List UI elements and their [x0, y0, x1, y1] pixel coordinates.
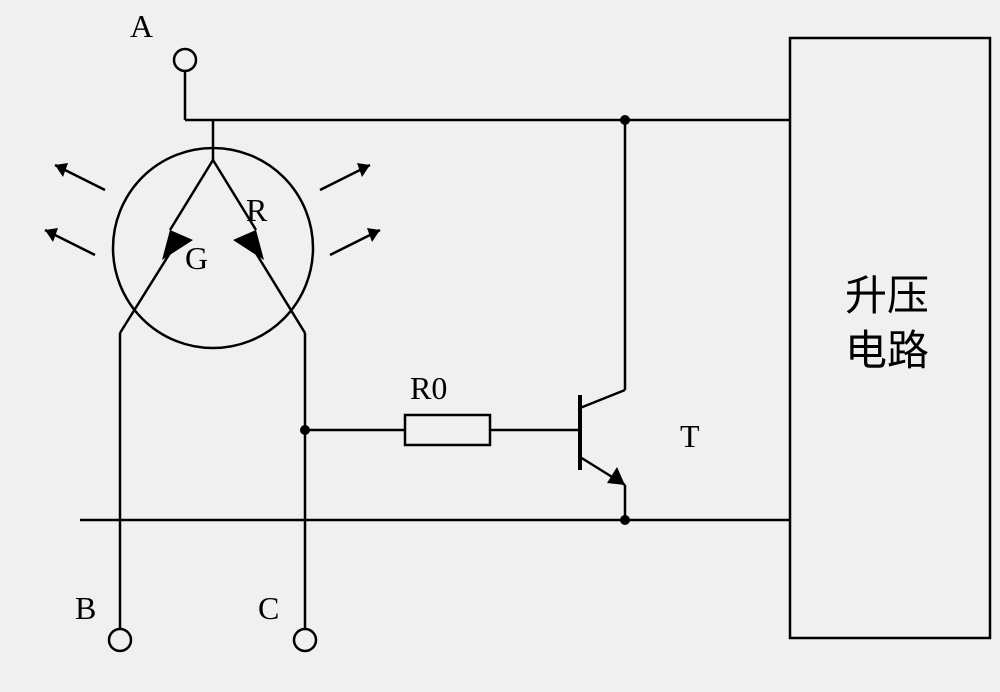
- terminal-a-circle: [174, 49, 196, 71]
- label-b: B: [75, 590, 96, 627]
- circuit-diagram: A B C G R R0 T 升压 电路: [0, 0, 1000, 692]
- led-r-arrowhead: [233, 230, 264, 260]
- led-circle: [113, 148, 313, 348]
- label-t: T: [680, 418, 700, 455]
- resistor-r0: [405, 415, 490, 445]
- boost-label-line1: 升压: [845, 270, 929, 325]
- terminal-b-circle: [109, 629, 131, 651]
- led-g-upper: [170, 160, 213, 230]
- label-c: C: [258, 590, 279, 627]
- label-r0: R0: [410, 370, 447, 407]
- boost-label-line2: 电路: [845, 325, 929, 380]
- transistor-collector-line: [580, 390, 625, 408]
- led-g-lower: [120, 245, 175, 333]
- terminal-c-circle: [294, 629, 316, 651]
- label-a: A: [130, 8, 153, 45]
- led-r-lower: [251, 245, 305, 333]
- label-g: G: [185, 240, 208, 277]
- label-r: R: [246, 192, 267, 229]
